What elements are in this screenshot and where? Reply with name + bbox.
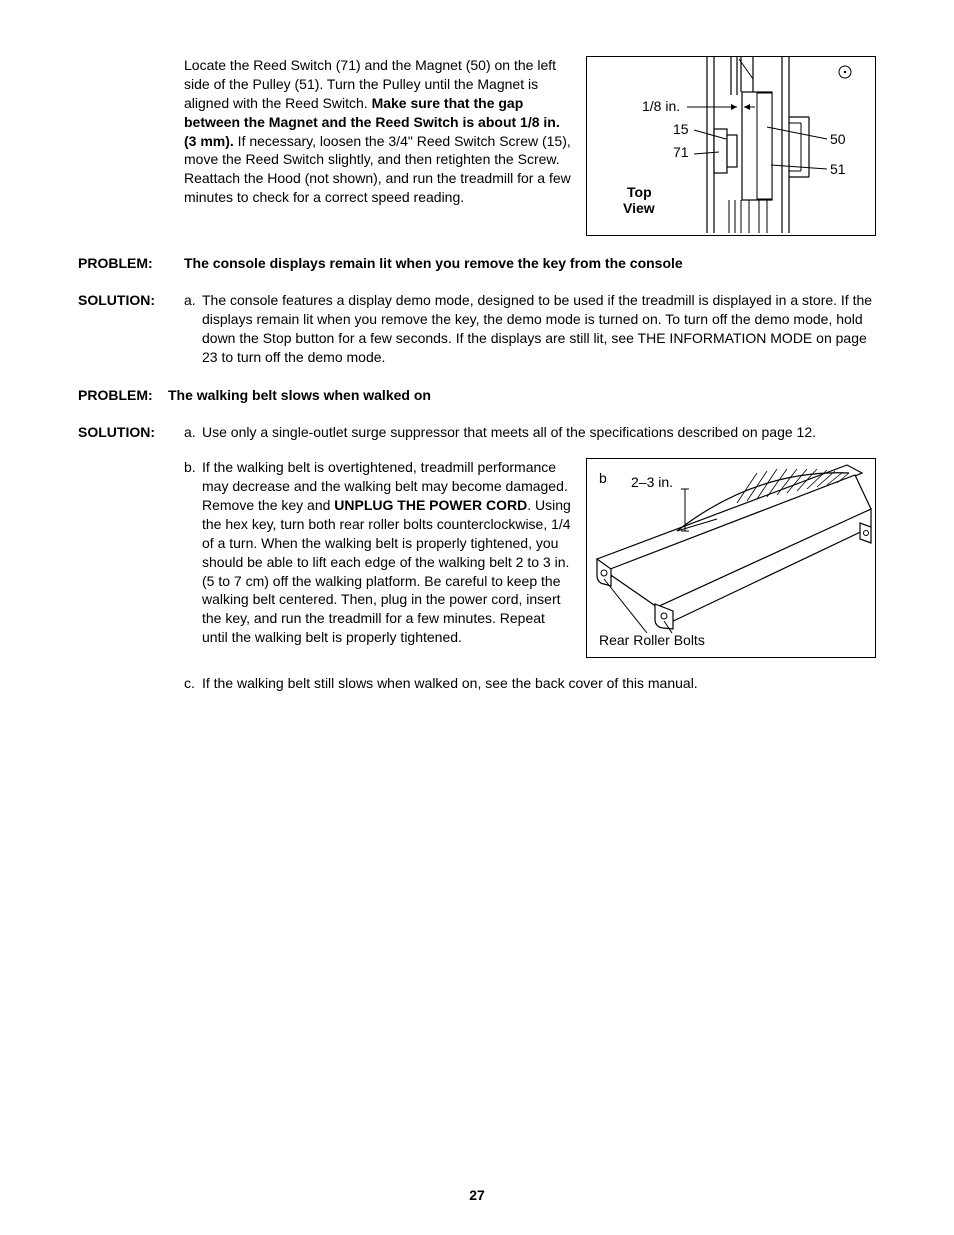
solution2-b-letter: b. (184, 458, 202, 477)
diagram1-topview-line1: Top (627, 184, 652, 200)
diagram1-15-label: 15 (673, 121, 689, 137)
diagram1-gap-label: 1/8 in. (642, 98, 680, 114)
reed-switch-paragraph: Locate the Reed Switch (71) and the Magn… (184, 56, 572, 207)
solution1-a-text: The console features a display demo mode… (202, 291, 876, 367)
solution2-a-letter: a. (184, 423, 202, 442)
diagram2-rear-label: Rear Roller Bolts (599, 632, 705, 648)
problem1-label: PROBLEM: (78, 254, 184, 273)
diagram1-71-label: 71 (673, 144, 689, 160)
solution2-b-text: If the walking belt is overtightened, tr… (202, 458, 572, 647)
problem2-label: PROBLEM: (78, 386, 168, 405)
top-view-diagram: 1/8 in. 15 71 50 51 Top View (586, 56, 876, 236)
diagram1-51-label: 51 (830, 161, 846, 177)
solution2-c-letter: c. (184, 674, 202, 693)
solution2-b-bold: UNPLUG THE POWER CORD (334, 497, 527, 513)
diagram2-measure-label: 2–3 in. (631, 474, 673, 490)
solution2: SOLUTION: a. Use only a single-outlet su… (78, 423, 876, 442)
solution1-label: SOLUTION: (78, 291, 184, 367)
rear-roller-diagram: b 2–3 in. Rear Roller Bolts (586, 458, 876, 658)
solution2-label: SOLUTION: (78, 423, 184, 442)
problem1-title: The console displays remain lit when you… (184, 255, 683, 271)
reed-switch-text-after: If necessary, loosen the 3/4" Reed Switc… (184, 133, 571, 206)
solution1: SOLUTION: a. The console features a disp… (78, 291, 876, 367)
solution2-a-text: Use only a single-outlet surge suppresso… (202, 423, 876, 442)
diagram1-50-label: 50 (830, 131, 846, 147)
page-number: 27 (0, 1186, 954, 1205)
diagram1-topview-line2: View (623, 200, 655, 216)
problem1-heading: PROBLEM: The console displays remain lit… (78, 254, 876, 273)
solution2-b-after: . Using the hex key, turn both rear roll… (202, 497, 571, 645)
solution1-a-letter: a. (184, 291, 202, 310)
problem2-title: The walking belt slows when walked on (168, 387, 431, 403)
diagram2-b-label: b (599, 470, 607, 486)
solution2-c-text: If the walking belt still slows when wal… (202, 674, 876, 693)
problem2-heading: PROBLEM: The walking belt slows when wal… (78, 386, 876, 405)
